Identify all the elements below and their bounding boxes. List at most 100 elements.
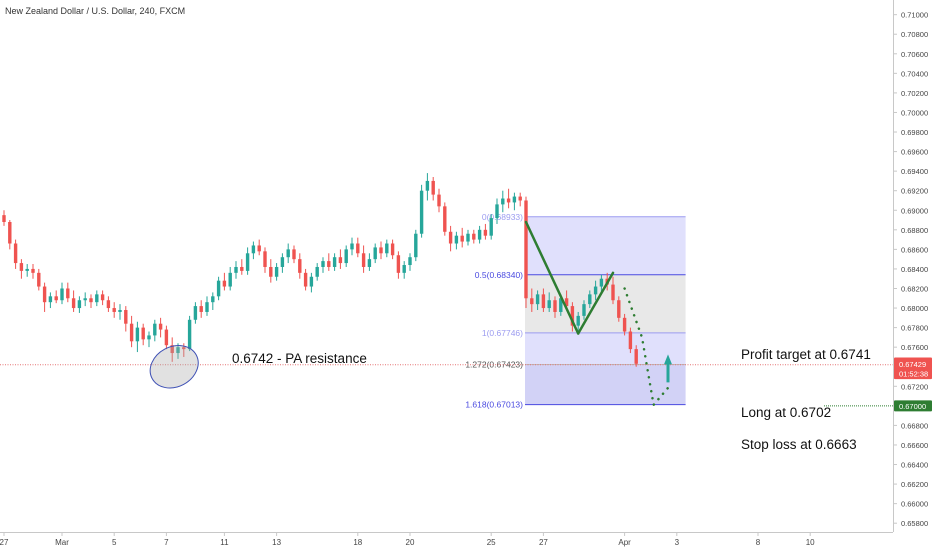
drawings[interactable] [143, 220, 673, 408]
candle-body [71, 298, 76, 309]
candle-body [390, 243, 395, 256]
candle-body [564, 298, 569, 307]
candle-body [524, 200, 528, 299]
candle-body [553, 300, 557, 312]
candle-body [518, 196, 522, 201]
highlight-ellipse[interactable] [143, 337, 206, 396]
candle-body [472, 233, 476, 240]
candle [135, 321, 140, 353]
candle-body [431, 180, 435, 195]
candle-body [13, 243, 18, 264]
candle-body [622, 317, 627, 332]
candle [477, 225, 482, 244]
candle [31, 264, 35, 279]
y-tick-label: 0.71000 [901, 11, 928, 20]
candle-body [280, 257, 285, 267]
candle-body [402, 265, 406, 273]
candle-body [414, 233, 418, 258]
candle [512, 192, 517, 211]
candle-body [350, 243, 354, 250]
chart-title: New Zealand Dollar / U.S. Dollar, 240, F… [5, 6, 185, 16]
y-tick-label: 0.69800 [901, 128, 928, 137]
y-axis[interactable]: 0.71000 0.70800 0.70600 0.70400 0.70200 0.700… [893, 0, 932, 532]
candle [443, 202, 447, 236]
candle-body [153, 323, 157, 336]
candle-body [234, 266, 238, 273]
candle-body [408, 257, 412, 266]
candle-body [489, 218, 493, 236]
x-tick-label: 7 [164, 538, 169, 547]
candle [280, 253, 285, 273]
y-tick-label: 0.69200 [901, 187, 928, 196]
x-tick-label: 11 [220, 538, 229, 547]
x-tick-label: 13 [272, 538, 281, 547]
y-tick-label: 0.65800 [901, 519, 928, 528]
price-label-text: 0.67429 [899, 360, 926, 369]
y-tick-label: 0.70200 [901, 89, 928, 98]
fib-zone-3 [525, 364, 686, 405]
impulse-trendline-0[interactable] [524, 220, 580, 335]
candle-body [570, 306, 575, 326]
candle [350, 237, 354, 256]
candle [269, 259, 273, 283]
candle-body [396, 255, 401, 273]
candle [361, 245, 366, 273]
candle [54, 290, 58, 304]
candle-body [240, 266, 244, 271]
candle-body [617, 300, 621, 318]
impulse-trendline-1[interactable] [576, 271, 615, 335]
candle-body [251, 245, 256, 254]
candle-body [367, 259, 372, 267]
candle-body [228, 272, 232, 287]
projection-path[interactable] [623, 287, 673, 408]
profit-target-label: Profit target at 0.6741 [741, 347, 871, 362]
y-tick-label: 0.67200 [901, 382, 928, 391]
candle-body [321, 261, 325, 267]
candle-body [327, 261, 331, 267]
candle [460, 227, 464, 248]
candle-body [118, 310, 122, 312]
candle [274, 263, 279, 281]
price-label-bg [894, 358, 932, 370]
candle [129, 315, 134, 348]
candle-body [315, 266, 319, 277]
x-tick-label: 3 [675, 538, 680, 547]
candle [599, 274, 604, 293]
candle [193, 302, 198, 324]
candle-body [419, 190, 424, 234]
candle-body [495, 204, 499, 219]
candle [437, 188, 441, 213]
candle [60, 282, 64, 305]
y-tick-label: 0.68200 [901, 284, 928, 293]
candle [483, 223, 488, 240]
candle-body [112, 308, 116, 312]
candlestick-series [2, 173, 638, 367]
candle-body [66, 288, 70, 299]
candle [147, 331, 151, 348]
candle [95, 290, 99, 307]
fib-level-label: 1.618(0.67013) [465, 400, 523, 410]
candle [205, 296, 209, 316]
x-tick-label: 25 [487, 538, 496, 547]
candle-body [385, 243, 389, 254]
x-axis[interactable]: 27 Mar 5 7 11 13 18 20 25 27 Apr 3 8 10 [0, 532, 893, 547]
y-tick-label: 0.70000 [901, 108, 928, 117]
candle-body [576, 315, 580, 326]
candle [112, 302, 116, 318]
candle [164, 325, 169, 350]
y-tick-label: 0.70600 [901, 50, 928, 59]
candle [124, 306, 128, 332]
y-tick-label: 0.68000 [901, 304, 928, 313]
candle [373, 243, 377, 264]
candle [2, 210, 6, 226]
candle-body [483, 229, 488, 236]
candle [321, 257, 325, 273]
candle [617, 296, 621, 322]
candle-body [42, 286, 47, 303]
candle [547, 292, 551, 312]
candle [448, 225, 453, 252]
candle-body [634, 349, 638, 364]
fibonacci-retracement[interactable]: 0(0.68933) 0.5(0.68340) 1(0.67746) 1.272(0.… [465, 212, 686, 410]
y-tick-label: 0.67800 [901, 324, 928, 333]
